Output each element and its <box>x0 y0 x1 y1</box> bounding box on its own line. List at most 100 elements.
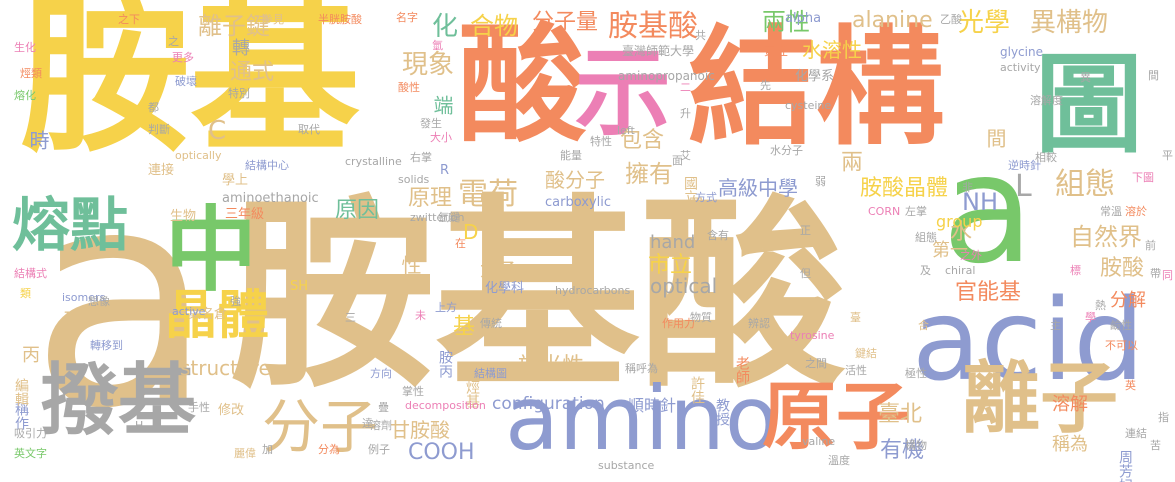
word-yuanli: 原理 <box>408 186 453 211</box>
word-dianhe: 電荷 <box>458 177 518 212</box>
word-shengwu: 生物 <box>170 209 197 224</box>
word-fasheng: 發生 <box>420 117 442 130</box>
word-zudui: 組態 <box>915 231 937 244</box>
word-mingzi: 名字 <box>396 11 418 24</box>
word-rongjie: 溶解 <box>1052 394 1088 415</box>
word-huoxing: 活性 <box>845 364 867 377</box>
word-buke: 不可以 <box>1105 339 1138 352</box>
word-xian: 先 <box>760 79 771 92</box>
word-tyrosine: tyrosine <box>790 329 835 342</box>
word-polie: 破壞 <box>175 75 197 88</box>
word-qingji: 氫 <box>432 39 443 52</box>
word-solids: solids <box>398 173 430 186</box>
word-laoshi: 老師 <box>734 356 750 384</box>
word-anjisuan-big: 胺基酸 <box>230 178 845 416</box>
word-carboxylic: carboxylic <box>545 195 612 210</box>
word-shui: 水 <box>950 220 973 245</box>
word-L: L <box>1015 169 1032 204</box>
word-lianjie2: 連結 <box>1125 427 1147 440</box>
word-xiangdui: 相較 <box>1035 151 1057 164</box>
word-D: D <box>463 220 479 244</box>
word-dai: 帶 <box>1150 267 1161 280</box>
word-nishizhen: 逆時針 <box>1008 159 1041 172</box>
word-isomers: isomers <box>62 291 106 304</box>
word-optical: optical <box>650 274 718 298</box>
word-shi2: 時 <box>26 130 50 150</box>
word-fangxiang: 方向 <box>370 367 392 380</box>
word-he: 合 <box>918 319 929 332</box>
word-changwen: 常溫 <box>1100 205 1122 218</box>
word-shiyan: 烴類 <box>20 67 42 80</box>
word-shili: 市立 <box>648 253 693 278</box>
word-fei: 非 <box>962 181 973 194</box>
word-daxiao: 大小 <box>430 131 452 144</box>
word-fenjie: 分解 <box>1110 290 1146 311</box>
word-liangxing: 兩性 <box>762 8 810 36</box>
word-huaxuexi: 化學系 <box>795 69 835 84</box>
word-bangansuan: 半胱胺酸 <box>318 13 362 26</box>
word-H: H <box>135 419 144 432</box>
word-activity: activity <box>1000 61 1041 74</box>
word-duan: 端 <box>430 95 454 115</box>
word-xujia: 許佳 <box>689 376 705 404</box>
word-jiegoushi: 結構式 <box>14 267 47 280</box>
word-ping: 平 <box>1162 149 1173 162</box>
word-fenwei: 分為 <box>318 443 340 456</box>
word-bianji: 編輯 <box>13 378 29 406</box>
word-xiatu: 下圖 <box>1132 171 1154 184</box>
word-substance: substance <box>598 459 655 472</box>
word-hua: 化 <box>432 12 459 42</box>
word-yuanzi: 原子 <box>762 374 910 460</box>
word-valine: valine <box>802 435 836 448</box>
word-structure: structure <box>180 356 271 380</box>
word-yeming: 葉名倉 <box>188 307 228 322</box>
word-baohan: 包含 <box>620 128 665 153</box>
word-zhi: 之 <box>168 35 179 48</box>
word-chuantong: 傳統 <box>480 317 502 330</box>
word-jian: 間 <box>983 128 1007 148</box>
word-zhong: 中 <box>165 197 258 304</box>
word-zeren: 責任 <box>764 44 789 58</box>
word-qiang: 強 <box>230 295 241 308</box>
word-yisuan: 乙酸 <box>940 13 962 26</box>
word-re: 熱 <box>1095 299 1106 312</box>
word-ronghua: 熔化 <box>14 89 36 102</box>
word-gong: 共 <box>695 29 706 42</box>
word-shunshizhen: 順時針 <box>628 396 677 415</box>
word-si: 四 <box>687 196 703 210</box>
word-gengduo: 更多 <box>172 51 194 64</box>
word-lianjie: 連接 <box>148 163 175 178</box>
word-jiegouzhongxin: 結構中心 <box>245 159 289 172</box>
word-chengzuo: 稱作 <box>13 402 29 430</box>
word-guangxue: 光學 <box>958 8 1011 38</box>
word-tai: 臺 <box>850 311 861 324</box>
word-taibei: 臺北 <box>878 402 923 427</box>
word-R: R <box>440 163 450 178</box>
word-hanyou: 含有 <box>707 229 729 242</box>
word-sanniandi: 三年級 <box>225 207 265 222</box>
word-da: 達 <box>362 417 373 430</box>
word-guanneng: 官能基 <box>955 280 1022 305</box>
word-anjisuanjingti: 胺酸晶體 <box>860 176 949 201</box>
word-qing2: 氫鍵 <box>438 211 460 224</box>
word-hydrocarbons: hydrocarbons <box>555 284 631 297</box>
word-er: 二 <box>680 81 691 94</box>
word-fenzi: 分子 <box>262 393 379 461</box>
word-qian: 前 <box>1145 239 1156 252</box>
word-bianren: 辨認 <box>748 317 770 330</box>
word-shi: 示 <box>575 37 671 149</box>
word-taiwan: 臺灣師範大學 <box>622 44 695 58</box>
word-amino: amino <box>505 367 779 470</box>
word-crystalline: crystalline <box>345 155 402 168</box>
word-tebie: 特別 <box>228 87 250 100</box>
word-goujian: 構物 <box>905 439 927 452</box>
word-suan: 酸 <box>458 11 587 160</box>
word-xiugai: 修改 <box>218 403 245 418</box>
word-jiaoshou: 教授 <box>714 398 730 426</box>
word-cysteine: cysteine <box>785 99 832 112</box>
word-jianxing: 鹼性 <box>1110 319 1132 332</box>
word-zhixia: 之下 <box>118 13 140 26</box>
word-anji: 胺基 <box>20 0 361 176</box>
word-wendu: 溫度 <box>828 454 850 467</box>
word-anbing: 胺丙 <box>437 350 453 378</box>
